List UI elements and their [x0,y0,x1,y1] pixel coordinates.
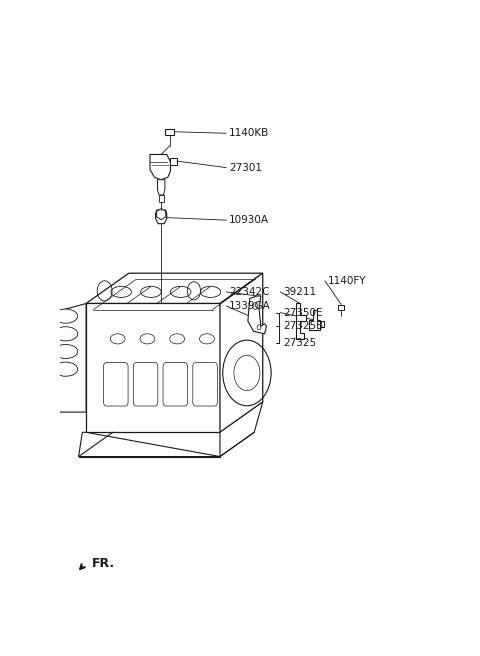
Text: 39211: 39211 [283,287,316,297]
Polygon shape [248,296,266,334]
Text: 10930A: 10930A [229,215,269,225]
Ellipse shape [53,344,78,359]
Polygon shape [309,310,321,330]
Text: 1140KB: 1140KB [229,129,269,138]
Polygon shape [296,304,305,339]
Polygon shape [86,273,263,304]
Polygon shape [156,210,167,224]
Text: 22342C: 22342C [229,287,270,297]
Text: 1339GA: 1339GA [229,301,271,311]
Text: FR.: FR. [92,557,115,570]
Ellipse shape [53,309,78,323]
Text: 27301: 27301 [229,163,262,173]
Text: 27325B: 27325B [283,321,324,331]
Bar [338,304,344,310]
Polygon shape [86,304,220,432]
Polygon shape [158,195,164,203]
Polygon shape [49,304,86,412]
Polygon shape [156,209,166,220]
Text: 27350E: 27350E [283,308,323,318]
Polygon shape [170,158,177,165]
Polygon shape [150,155,170,180]
Polygon shape [220,273,263,432]
Text: 1140FY: 1140FY [328,276,366,286]
Polygon shape [220,402,263,457]
Polygon shape [157,180,165,195]
Text: 27325: 27325 [283,338,316,348]
Polygon shape [79,432,220,457]
Ellipse shape [53,362,78,377]
Ellipse shape [53,327,78,341]
Polygon shape [321,321,324,327]
Bar [165,129,174,135]
